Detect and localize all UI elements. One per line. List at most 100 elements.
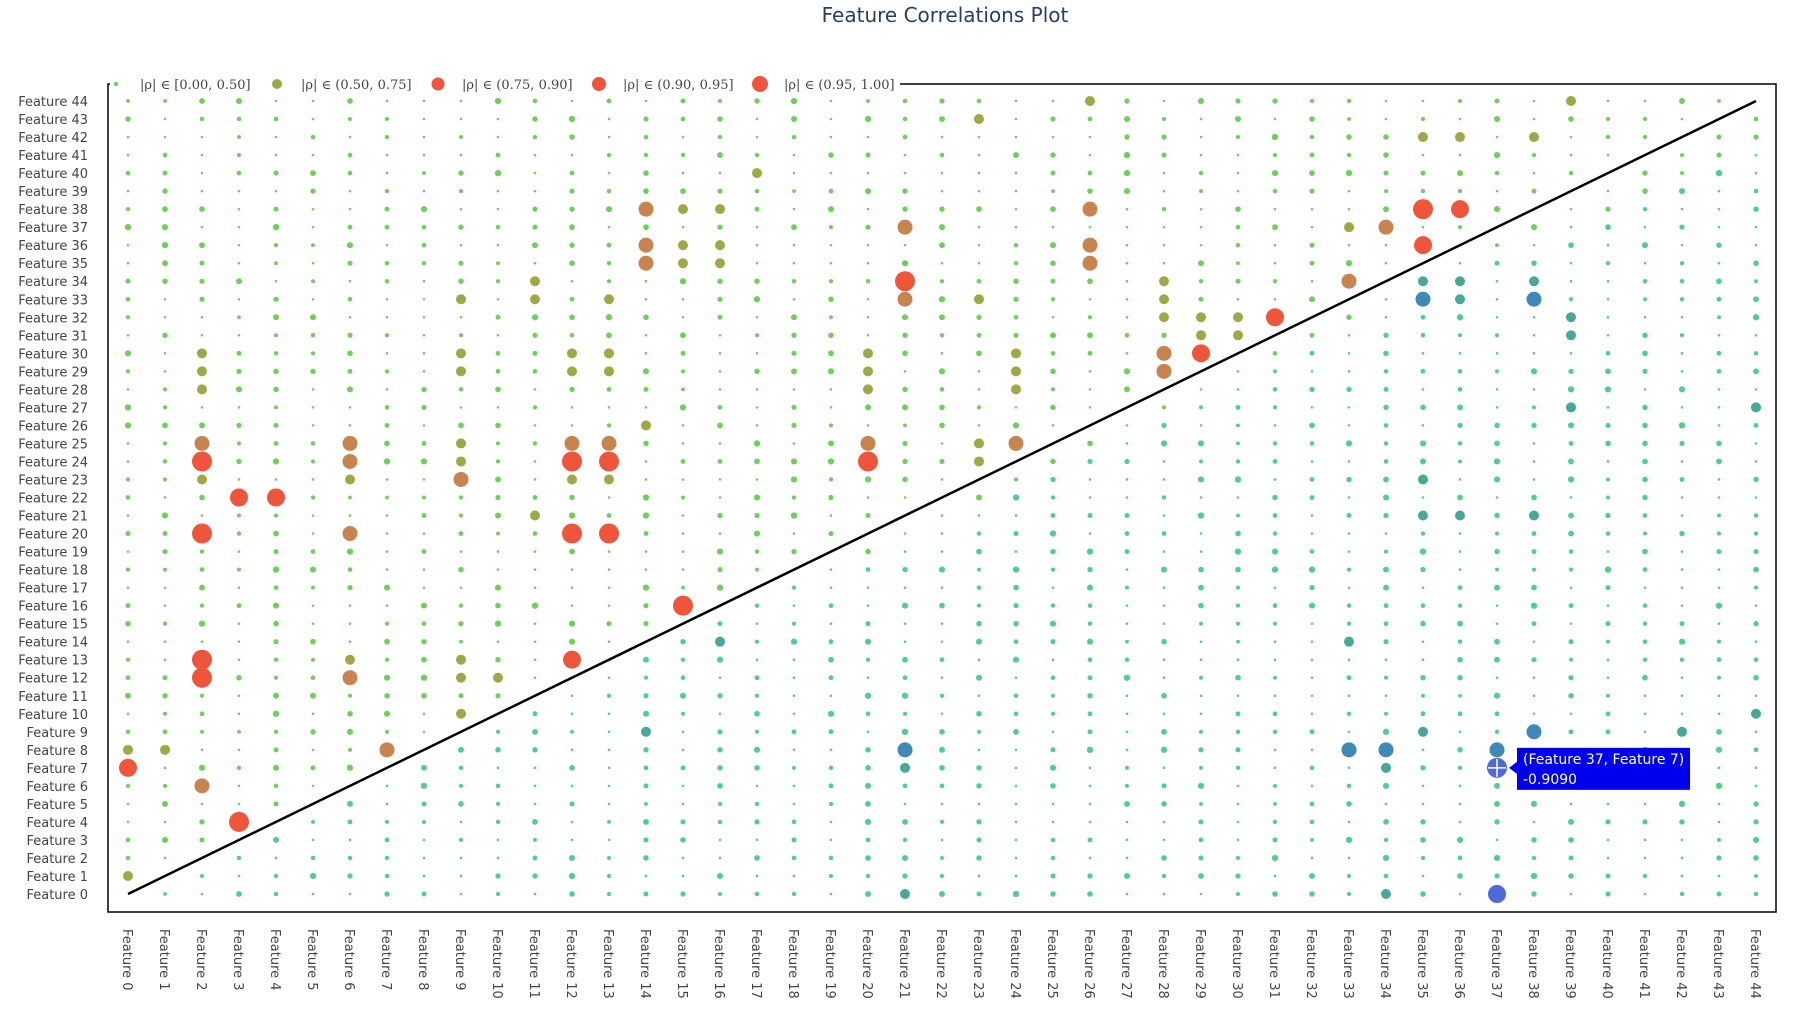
data-point xyxy=(1161,728,1167,735)
data-point xyxy=(977,748,981,752)
data-point xyxy=(1680,676,1684,680)
data-point xyxy=(1014,766,1018,770)
data-point xyxy=(532,747,538,753)
y-tick-label: Feature 44 xyxy=(18,95,88,110)
data-point xyxy=(1050,747,1056,753)
data-point xyxy=(1495,279,1499,283)
data-point xyxy=(680,153,686,158)
data-point xyxy=(1421,784,1425,788)
data-point xyxy=(532,242,538,249)
data-point xyxy=(422,370,426,373)
data-point xyxy=(1384,297,1388,301)
data-point xyxy=(717,693,723,699)
data-point xyxy=(1569,225,1573,229)
data-point xyxy=(1088,388,1092,391)
data-point xyxy=(1753,296,1759,303)
plot-frame xyxy=(107,83,1777,913)
data-point xyxy=(1087,675,1093,681)
data-point xyxy=(1014,802,1018,806)
data-point xyxy=(939,891,945,897)
data-point xyxy=(348,514,352,517)
data-point xyxy=(1605,819,1611,825)
data-point xyxy=(1346,152,1352,158)
data-point xyxy=(311,478,315,481)
data-point xyxy=(1643,531,1647,536)
data-point xyxy=(532,855,538,861)
data-point xyxy=(532,206,538,212)
data-point xyxy=(570,694,574,698)
data-point xyxy=(1717,837,1721,842)
data-point xyxy=(1679,98,1685,104)
data-point xyxy=(530,276,540,287)
data-point xyxy=(532,134,538,140)
data-point xyxy=(1457,747,1463,753)
data-point xyxy=(644,675,648,680)
data-point xyxy=(162,675,168,681)
data-point xyxy=(570,406,574,409)
data-point xyxy=(562,523,582,544)
data-point xyxy=(273,675,279,680)
data-point xyxy=(1013,296,1019,302)
data-point xyxy=(1568,603,1574,609)
data-point xyxy=(976,855,982,861)
x-tick-label: Feature 42 xyxy=(1673,929,1688,999)
data-point xyxy=(1199,117,1203,121)
data-point xyxy=(1418,474,1428,485)
data-point xyxy=(1568,729,1574,735)
data-point xyxy=(1271,133,1279,141)
data-point xyxy=(1753,422,1759,428)
data-point xyxy=(1236,585,1240,590)
data-point xyxy=(1643,712,1647,716)
data-point xyxy=(162,278,168,284)
data-point xyxy=(1162,189,1166,193)
data-point xyxy=(1309,819,1315,825)
data-point xyxy=(1457,494,1463,501)
data-point xyxy=(532,531,538,536)
data-point xyxy=(1420,837,1426,843)
data-point xyxy=(1235,135,1241,140)
data-point xyxy=(496,207,500,211)
data-point xyxy=(607,225,611,229)
data-point xyxy=(791,548,797,555)
data-point xyxy=(458,765,464,771)
data-point xyxy=(717,729,723,735)
data-point xyxy=(1199,550,1203,553)
data-point xyxy=(1273,243,1277,247)
data-point xyxy=(1717,694,1721,698)
data-point xyxy=(903,153,907,157)
data-point xyxy=(1643,838,1647,842)
data-point xyxy=(384,621,390,626)
data-point xyxy=(902,458,908,465)
data-point xyxy=(1273,640,1277,643)
data-point xyxy=(1125,639,1129,644)
data-point xyxy=(1382,494,1390,501)
data-point xyxy=(1458,532,1462,535)
data-point xyxy=(1310,748,1314,752)
data-point xyxy=(1087,566,1093,573)
data-point xyxy=(678,258,688,269)
data-point xyxy=(1125,820,1129,824)
data-point xyxy=(1605,116,1611,122)
data-point xyxy=(236,855,242,861)
data-point xyxy=(533,189,537,193)
data-point xyxy=(569,765,575,771)
data-point xyxy=(310,855,316,861)
data-point xyxy=(126,99,130,103)
data-point xyxy=(865,873,871,879)
data-point xyxy=(791,891,797,897)
data-point xyxy=(459,586,463,589)
data-point xyxy=(569,854,575,861)
data-point xyxy=(673,595,693,616)
data-point xyxy=(1161,783,1167,789)
data-point xyxy=(1568,458,1574,465)
data-point xyxy=(1309,549,1315,554)
data-point xyxy=(273,873,279,879)
data-point xyxy=(1716,368,1722,374)
data-point xyxy=(495,350,501,356)
data-point xyxy=(162,711,168,716)
data-point xyxy=(754,278,760,284)
data-point xyxy=(717,621,723,627)
data-point xyxy=(273,747,279,753)
data-point xyxy=(977,729,981,734)
